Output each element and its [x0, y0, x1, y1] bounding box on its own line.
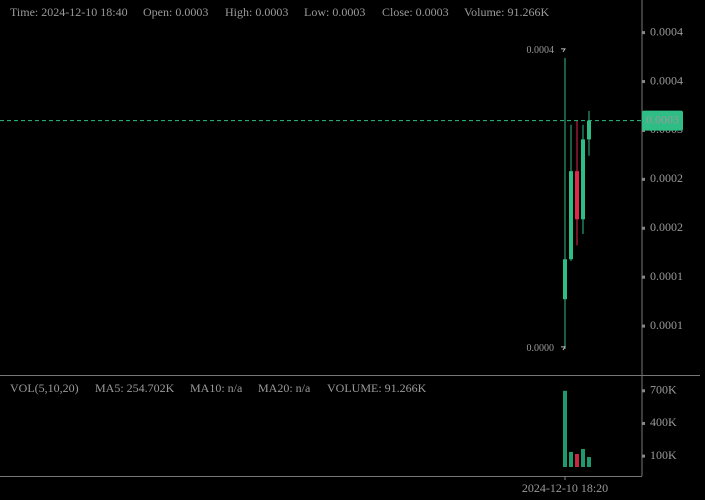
y-tick-mark [642, 177, 645, 181]
candle-body [575, 171, 579, 220]
last-price-box [642, 110, 683, 131]
header-field: Time: 2024-12-10 18:40 [10, 5, 128, 19]
header-field: Volume: 91.266K [464, 5, 549, 19]
volume-tick-mark [642, 421, 645, 425]
marker-arrow [561, 48, 566, 53]
volume-tick-label: 400K [650, 415, 677, 429]
volume-bar [569, 451, 573, 467]
volume-tick-label: 700K [650, 383, 677, 397]
volume-bar [587, 457, 591, 467]
marker-arrow [561, 346, 566, 351]
volume-legend: MA20: n/a [258, 381, 311, 395]
header-field: Close: 0.0003 [382, 5, 449, 19]
header-field: High: 0.0003 [225, 5, 288, 19]
candle-body [587, 120, 591, 140]
y-tick-mark [642, 275, 645, 279]
candle-body [581, 139, 585, 220]
y-tick-mark [642, 80, 645, 84]
candle-body [569, 171, 573, 260]
volume-legend: MA10: n/a [190, 381, 243, 395]
y-tick-label: 0.0002 [650, 220, 683, 234]
volume-tick-mark [642, 454, 645, 458]
volume-legend: VOLUME: 91.266K [327, 381, 427, 395]
y-tick-mark [642, 31, 645, 35]
candle-body [563, 259, 567, 300]
y-tick-label: 0.0004 [650, 73, 683, 87]
y-tick-label: 0.0001 [650, 269, 683, 283]
volume-legend: MA5: 254.702K [95, 381, 175, 395]
y-tick-mark [642, 226, 645, 230]
last-price-label: 0.0003 [646, 112, 679, 126]
y-tick-label: 0.0002 [650, 171, 683, 185]
volume-legend: VOL(5,10,20) [10, 381, 79, 395]
y-tick-label: 0.0004 [650, 24, 683, 38]
volume-tick-label: 100K [650, 448, 677, 462]
volume-bar [581, 448, 585, 467]
volume-tick-mark [642, 389, 645, 393]
volume-bar [563, 390, 567, 467]
max-marker: 0.0004 [527, 45, 555, 56]
header-field: Open: 0.0003 [143, 5, 208, 19]
volume-bar [575, 453, 579, 467]
header-field: Low: 0.0003 [304, 5, 365, 19]
y-tick-mark [642, 324, 645, 328]
x-tick-label: 2024-12-10 18:20 [522, 481, 608, 495]
y-tick-label: 0.0001 [650, 318, 683, 332]
min-marker: 0.0000 [527, 343, 555, 354]
